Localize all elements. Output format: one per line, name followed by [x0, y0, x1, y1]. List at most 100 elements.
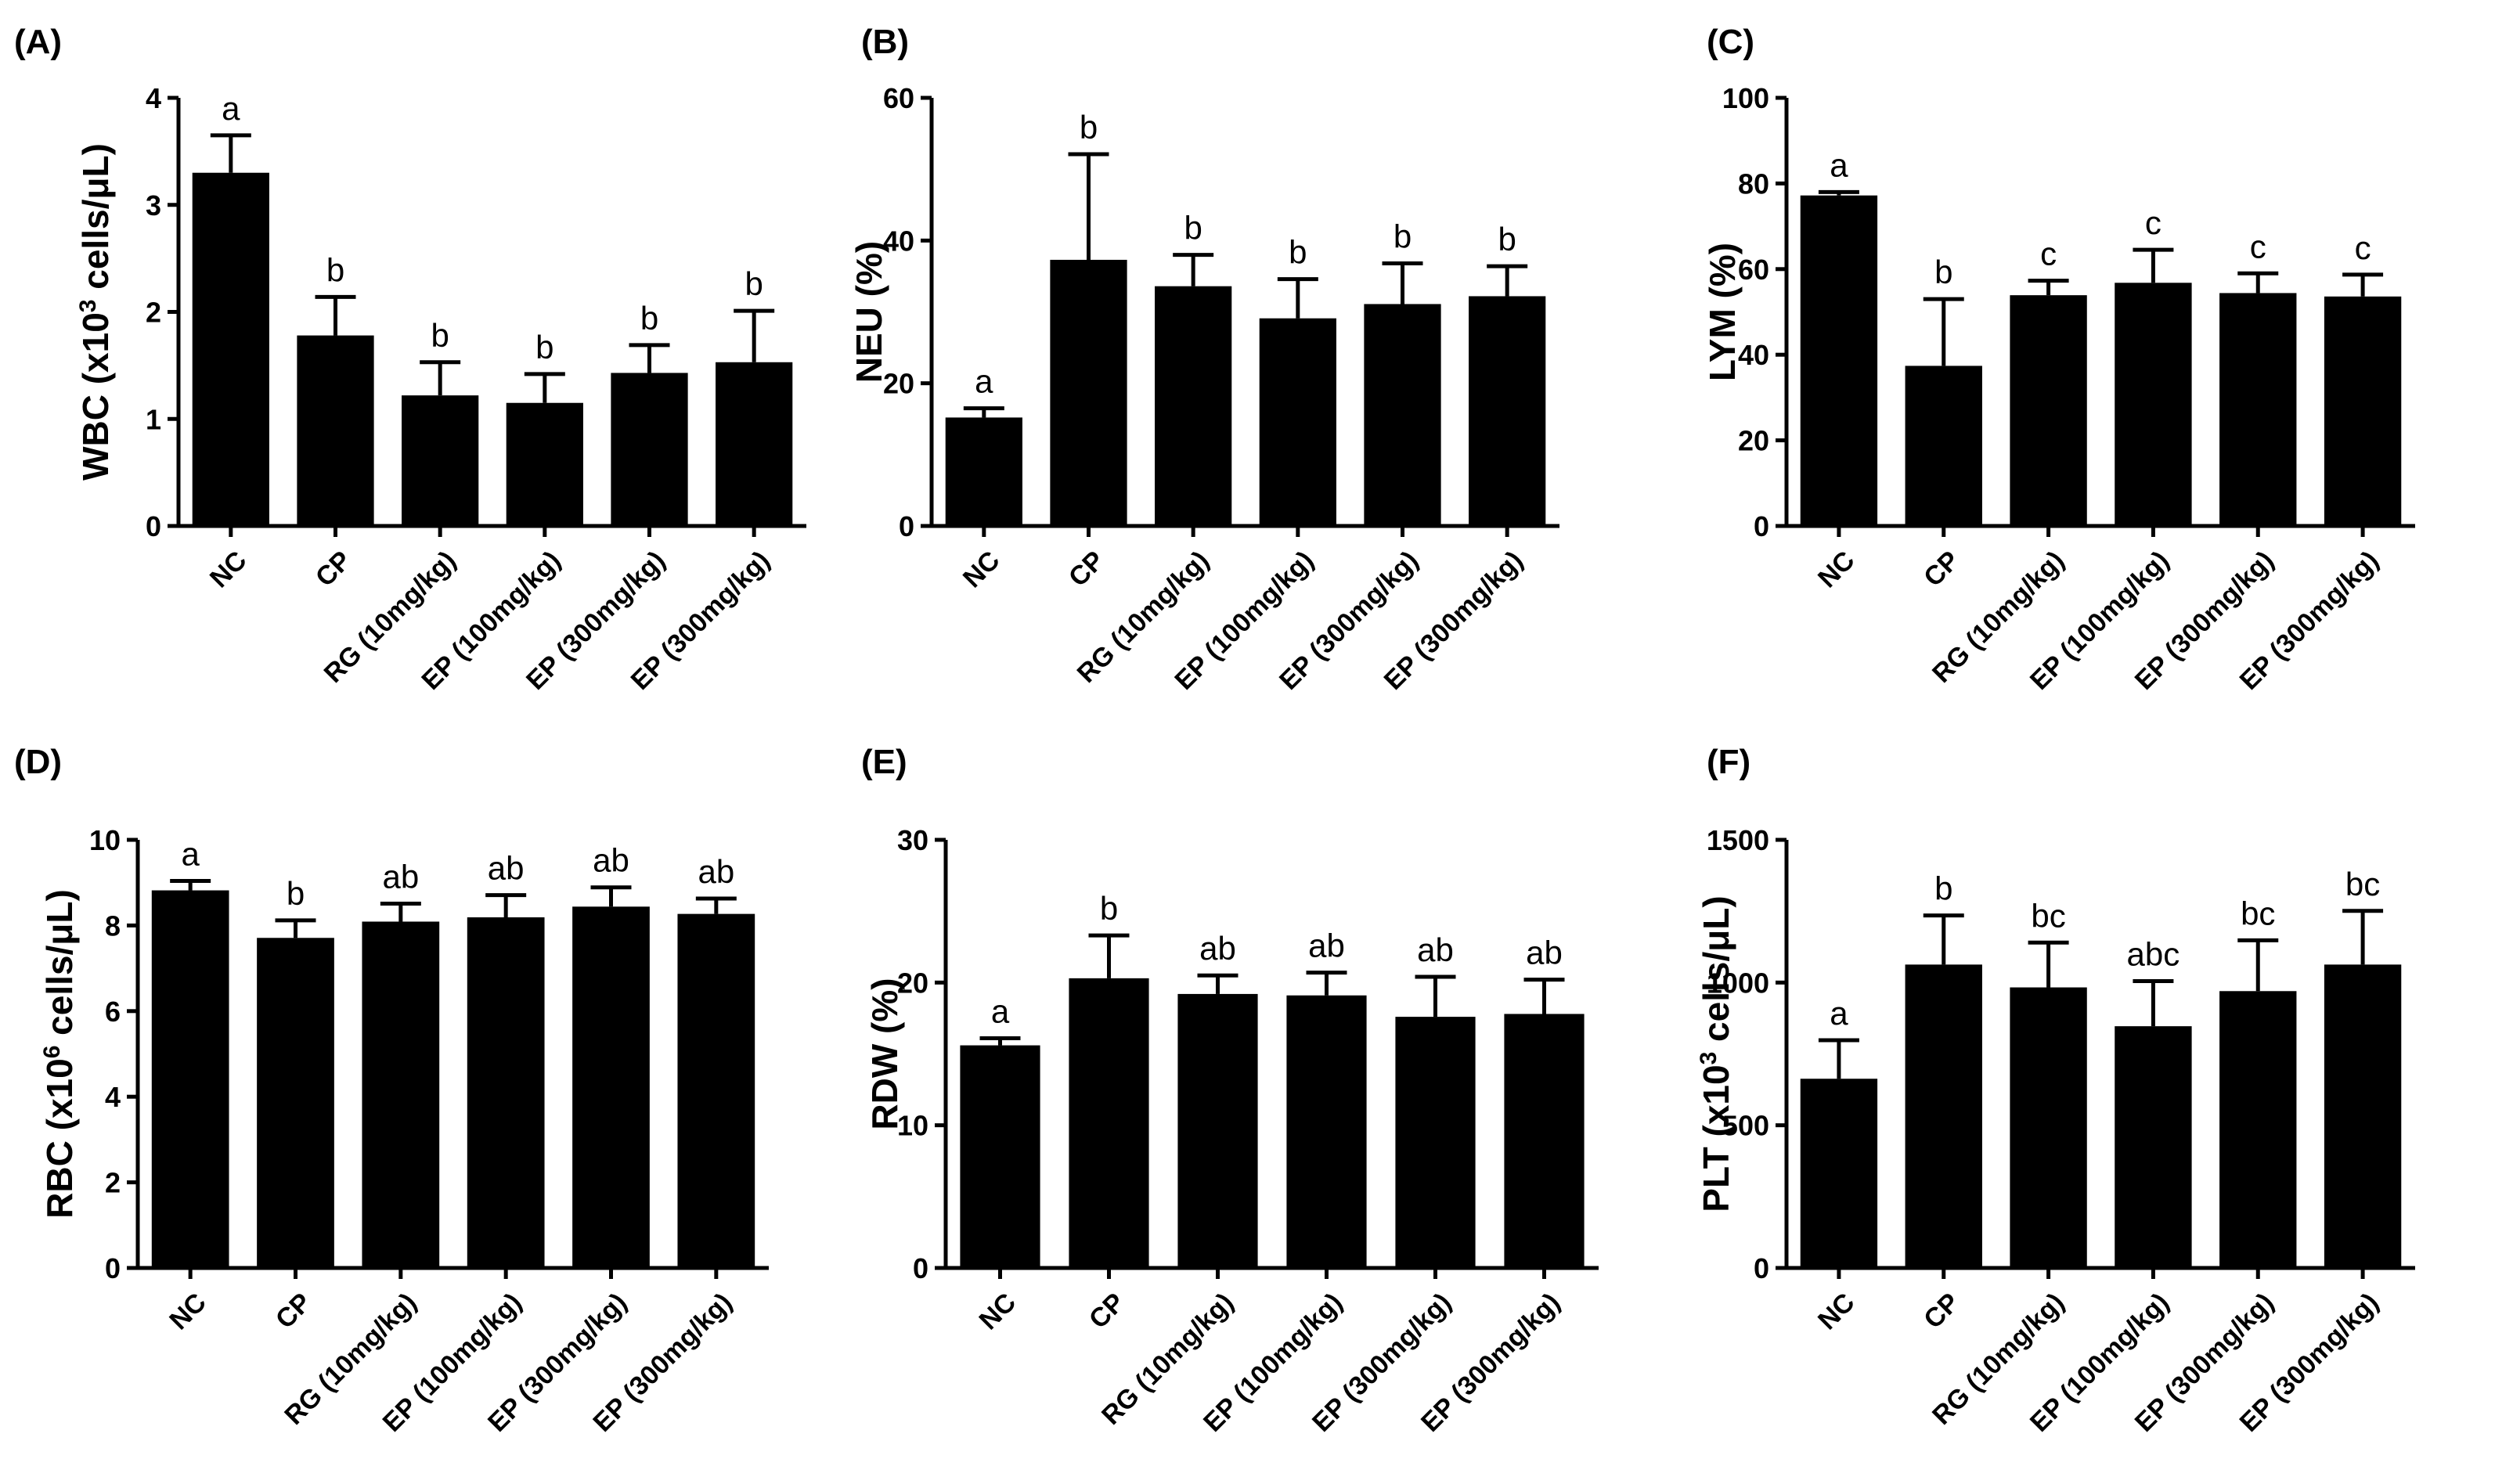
bar: [2219, 293, 2297, 526]
y-tick-label: 4: [105, 1081, 121, 1113]
significance-letter: b: [1934, 870, 1952, 907]
significance-letter: c: [2355, 229, 2371, 266]
bar: [2115, 1026, 2192, 1268]
y-tick-label: 10: [89, 824, 121, 856]
bar: [1286, 995, 1367, 1268]
panel-label: (A): [14, 23, 62, 61]
significance-letter: ab: [1199, 930, 1236, 967]
category-label: NC: [204, 546, 253, 594]
bar: [1469, 296, 1546, 526]
bar: [2115, 283, 2192, 526]
bar: [257, 938, 334, 1268]
significance-letter: ab: [1417, 931, 1454, 968]
category-label: CP: [1083, 1288, 1130, 1335]
significance-letter: b: [1184, 210, 1202, 247]
bar: [402, 395, 479, 526]
significance-letter: a: [1830, 995, 1848, 1032]
y-tick-label: 0: [146, 510, 161, 542]
y-tick-label: 3: [146, 189, 161, 222]
bar: [1905, 366, 1982, 526]
y-tick-label: 0: [1754, 1252, 1769, 1284]
significance-letter: c: [2040, 236, 2057, 272]
category-label: CP: [1063, 546, 1110, 593]
bar: [2219, 991, 2297, 1268]
bar: [611, 373, 688, 526]
panel-label: (C): [1707, 23, 1754, 61]
y-axis-title: LYM (%): [1702, 243, 1743, 381]
category-label: CP: [1918, 546, 1965, 593]
significance-letter: ab: [1308, 928, 1345, 964]
y-tick-label: 20: [883, 368, 914, 400]
y-axis-title: NEU (%): [849, 241, 889, 383]
y-tick-label: 8: [105, 909, 121, 942]
y-axis-title: WBC (x103 cells/μL): [75, 143, 117, 481]
bar: [716, 362, 793, 526]
category-label: CP: [270, 1288, 317, 1335]
y-tick-label: 2: [105, 1167, 121, 1199]
significance-letter: c: [2145, 204, 2161, 241]
significance-letter: c: [2250, 228, 2266, 265]
category-label: NC: [1812, 1288, 1861, 1336]
y-tick-label: 20: [897, 967, 928, 999]
category-label: NC: [957, 546, 1006, 594]
bar: [1069, 978, 1149, 1268]
y-tick-label: 1500: [1707, 824, 1769, 856]
significance-letter: bc: [2241, 895, 2275, 931]
bar: [2324, 296, 2402, 526]
significance-letter: bc: [2345, 866, 2380, 902]
significance-letter: b: [1289, 234, 1307, 271]
bar: [1800, 1079, 1878, 1268]
y-tick-label: 0: [105, 1252, 121, 1284]
category-label: CP: [310, 546, 357, 593]
bar: [2010, 987, 2087, 1268]
significance-letter: a: [991, 992, 1010, 1029]
significance-letter: b: [1394, 218, 1412, 255]
y-tick-label: 40: [883, 225, 914, 257]
y-tick-label: 1: [146, 403, 161, 435]
y-tick-label: 0: [899, 510, 914, 542]
significance-letter: b: [535, 329, 553, 366]
significance-letter: b: [1498, 221, 1516, 258]
bar: [1364, 304, 1441, 526]
significance-letter: ab: [488, 850, 525, 887]
bar: [945, 417, 1022, 526]
y-tick-label: 0: [1754, 510, 1769, 542]
bar: [1395, 1017, 1476, 1268]
panel-label: (E): [861, 743, 907, 781]
significance-letter: a: [222, 90, 240, 127]
significance-letter: ab: [698, 853, 734, 890]
y-tick-label: 10: [897, 1110, 928, 1142]
bar: [151, 890, 229, 1268]
bar: [192, 172, 269, 526]
y-tick-label: 60: [883, 82, 914, 114]
significance-letter: bc: [2031, 897, 2065, 934]
bar: [1155, 286, 1232, 526]
category-label: NC: [1812, 546, 1861, 594]
significance-letter: a: [181, 836, 200, 873]
bar: [2324, 964, 2402, 1268]
y-tick-label: 30: [897, 824, 928, 856]
bar: [2010, 295, 2087, 526]
panel-label: (F): [1707, 743, 1750, 781]
bar: [1905, 964, 1982, 1268]
y-tick-label: 100: [1722, 82, 1769, 114]
y-tick-label: 6: [105, 996, 121, 1028]
category-label: NC: [164, 1288, 212, 1336]
bar: [960, 1045, 1040, 1268]
significance-letter: ab: [382, 859, 419, 895]
y-tick-label: 80: [1738, 167, 1769, 200]
y-tick-label: 20: [1738, 425, 1769, 457]
bar: [362, 921, 440, 1268]
bar: [1177, 993, 1258, 1268]
category-label: CP: [1918, 1288, 1965, 1335]
y-axis-title: PLT (x103 cells/μL): [1696, 895, 1737, 1212]
y-axis-title: RBC (x106 cells/μL): [39, 889, 81, 1219]
bar: [1050, 259, 1127, 526]
significance-letter: b: [1080, 109, 1098, 146]
bar: [1504, 1014, 1585, 1268]
